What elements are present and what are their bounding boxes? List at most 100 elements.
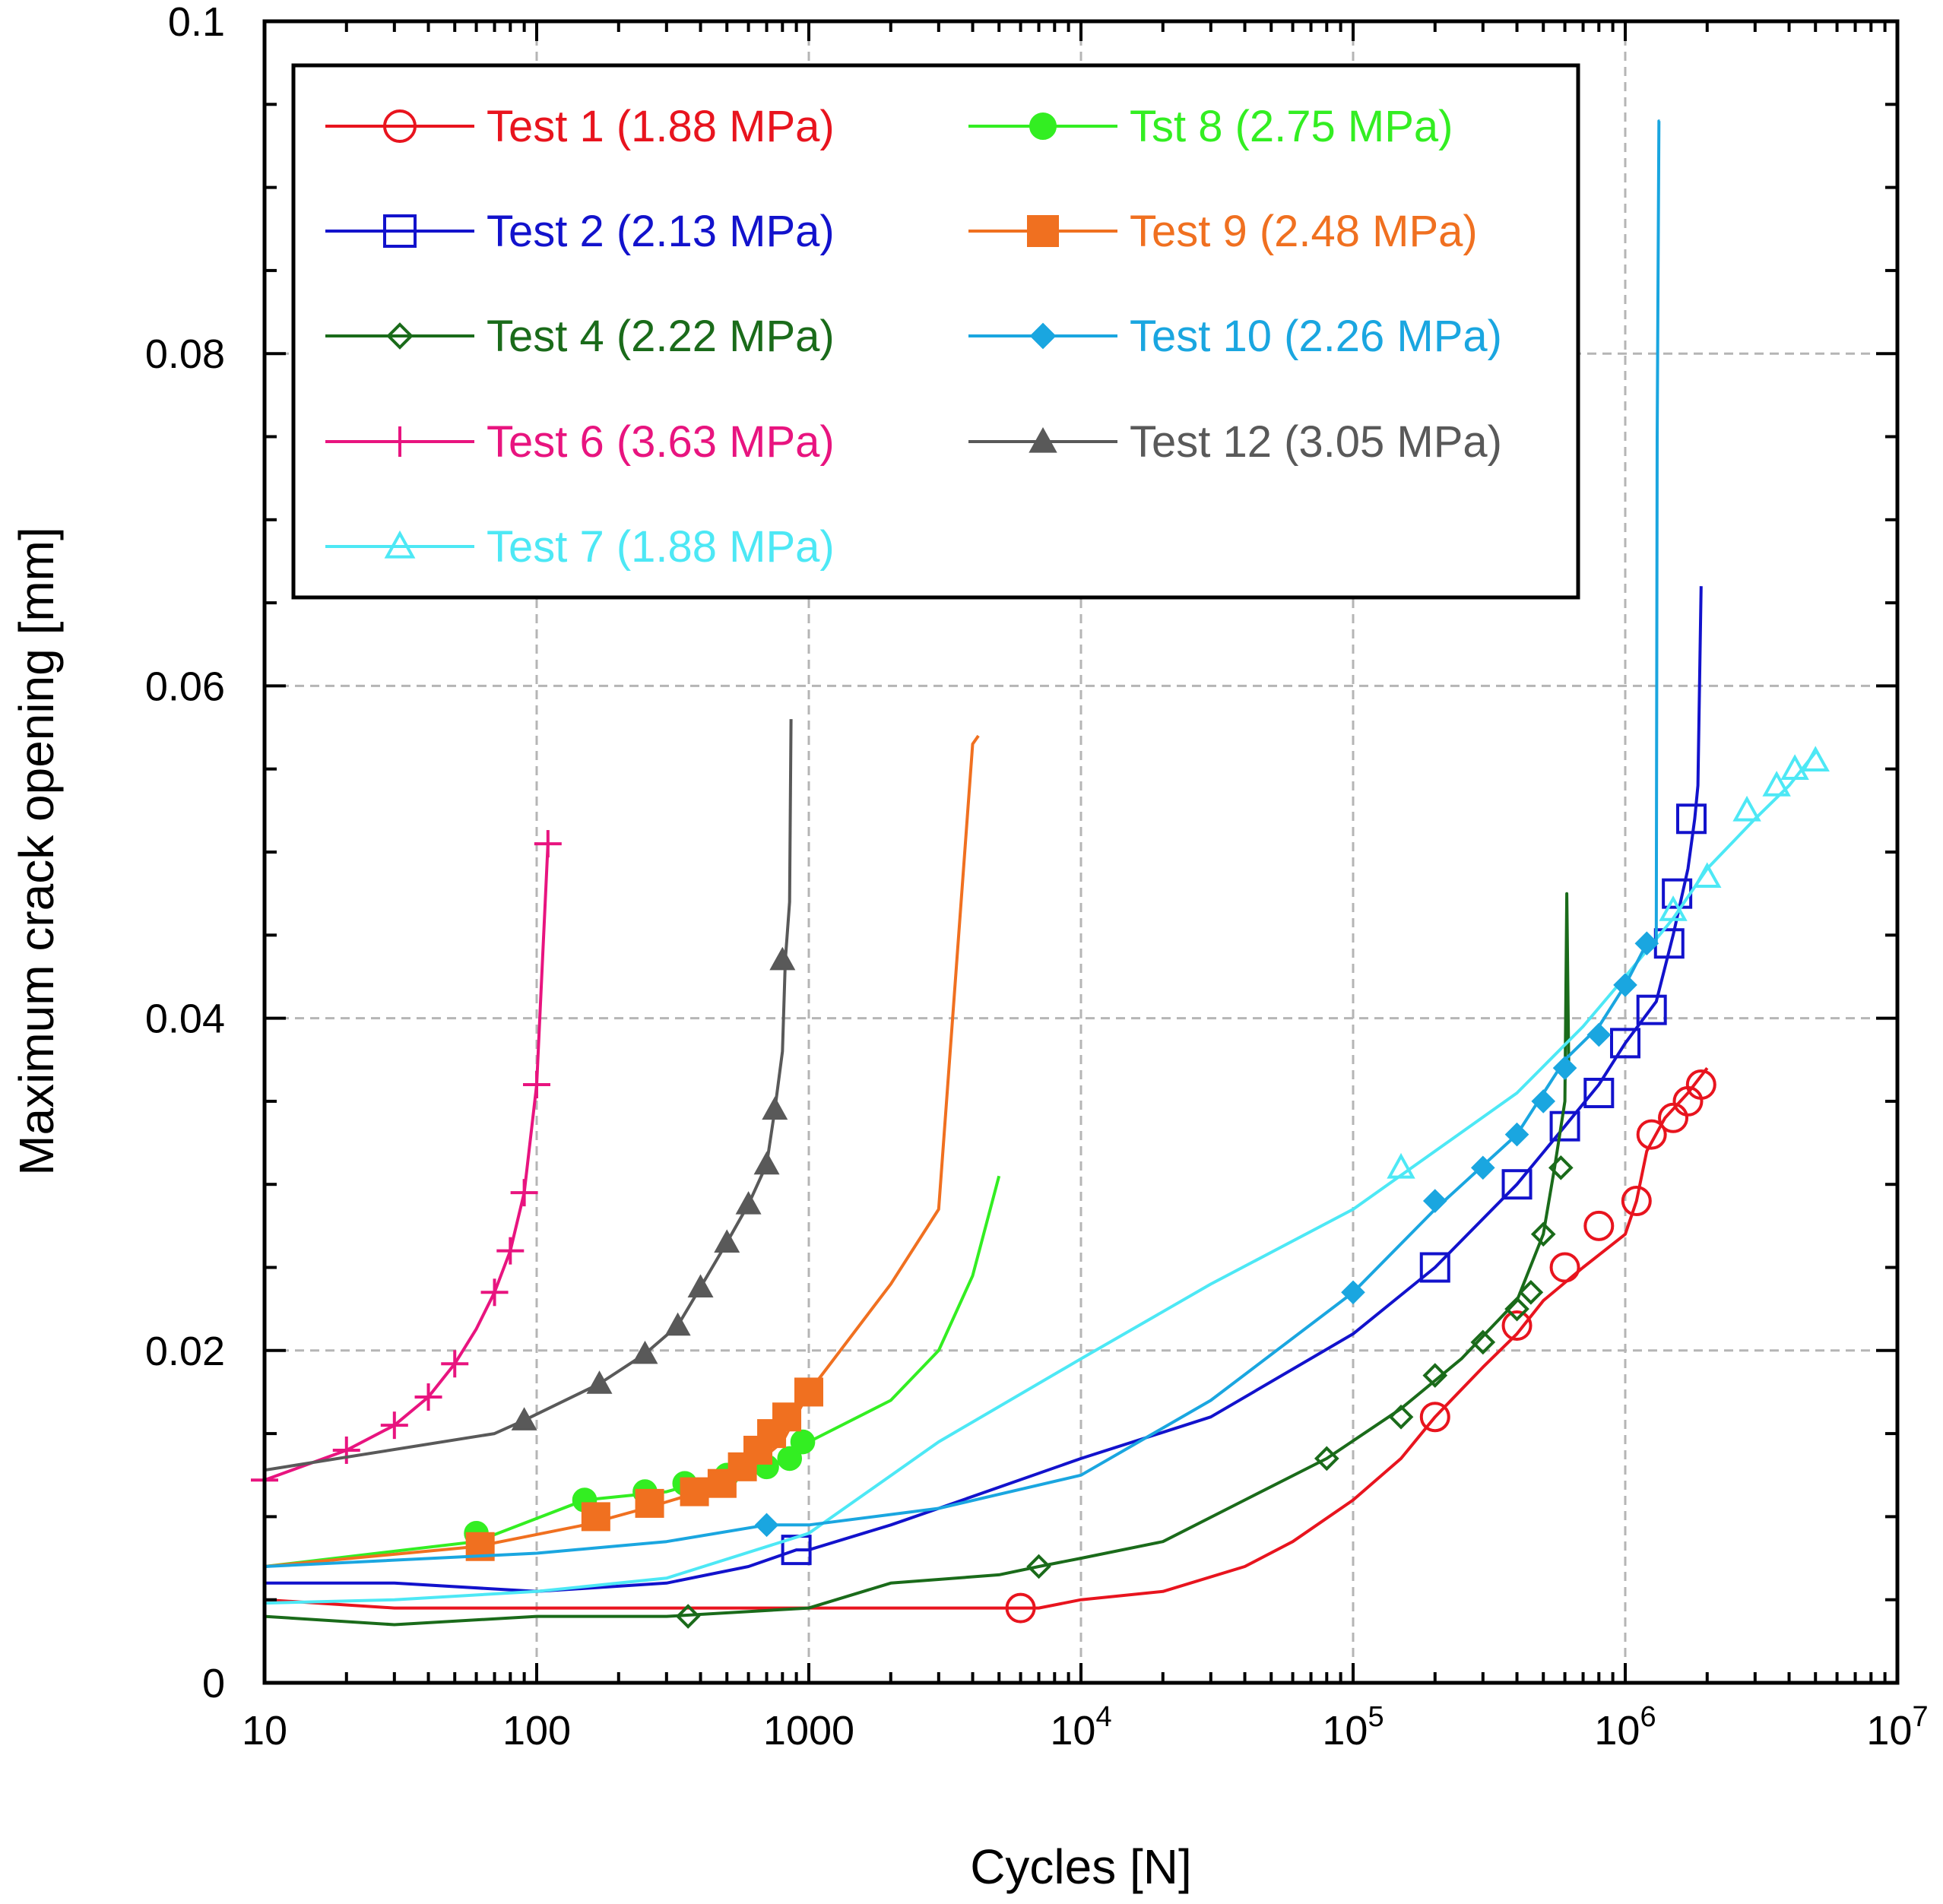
data-point (511, 1407, 537, 1430)
legend-entry: Test 12 (3.05 MPa) (968, 417, 1502, 467)
data-point (1636, 1119, 1667, 1150)
data-point (1552, 1056, 1577, 1080)
data-point (1026, 1554, 1051, 1579)
y-tick-label: 0.02 (145, 1329, 225, 1374)
y-tick-label: 0.08 (145, 331, 225, 377)
data-point (386, 322, 414, 350)
data-point (680, 1477, 709, 1506)
data-point (1685, 1069, 1716, 1101)
series-line (264, 751, 1817, 1605)
data-point (664, 1312, 691, 1336)
data-point (1387, 1152, 1415, 1179)
data-point (1530, 1221, 1556, 1247)
data-point (1780, 754, 1809, 780)
data-point (1676, 803, 1707, 835)
data-point (762, 1096, 788, 1120)
y-tick-label: 0.06 (145, 664, 225, 709)
series-line (264, 892, 1571, 1627)
data-point (1422, 1189, 1447, 1213)
series-layer (251, 119, 1830, 1629)
data-point (687, 1274, 714, 1297)
data-point (1501, 1169, 1533, 1200)
legend-label: Test 10 (2.26 MPa) (1130, 312, 1502, 361)
data-point (754, 1513, 779, 1538)
data-point (1762, 771, 1791, 797)
data-point (1029, 112, 1057, 140)
data-point (1029, 426, 1057, 453)
y-tick-label: 0.1 (168, 0, 225, 45)
legend-label: Test 1 (1.88 MPa) (487, 102, 835, 151)
data-point (1583, 1077, 1615, 1108)
x-tick-exponent: 6 (1640, 1701, 1656, 1733)
data-point (1419, 1402, 1450, 1433)
legend-entry: Test 4 (2.22 MPa) (325, 312, 835, 361)
data-point (1549, 1110, 1580, 1142)
data-point (790, 1429, 816, 1455)
x-tick-exponent: 4 (1095, 1701, 1111, 1733)
data-point (1732, 795, 1761, 822)
data-point (753, 1151, 780, 1175)
data-point (1583, 1210, 1615, 1241)
data-point (586, 1370, 613, 1394)
legend-label: Test 2 (2.13 MPa) (487, 207, 835, 256)
legend-label: Test 7 (1.88 MPa) (487, 522, 835, 572)
legend-entry: Test 7 (1.88 MPa) (325, 522, 835, 572)
series-9 (264, 719, 796, 1472)
legend: Test 1 (1.88 MPa) Test 2 (2.13 MPa) Test 4… (291, 63, 1580, 600)
data-point (675, 1604, 701, 1629)
data-point (735, 1191, 762, 1215)
data-point (1422, 1363, 1448, 1388)
data-point (1693, 862, 1722, 889)
data-point (581, 1502, 610, 1532)
legend-entry: Test 10 (2.26 MPa) (968, 312, 1502, 361)
data-point (383, 109, 417, 143)
data-point (794, 1377, 823, 1407)
y-axis-label: Maximum crack opening [mm] (9, 527, 64, 1176)
data-point (414, 1383, 442, 1411)
data-point (480, 1278, 509, 1307)
data-point (496, 1237, 525, 1265)
legend-label: Test 9 (2.48 MPa) (1130, 207, 1478, 256)
data-point (1586, 1022, 1612, 1047)
legend-entry: Test 9 (2.48 MPa) (968, 207, 1478, 256)
data-point (1341, 1280, 1365, 1305)
data-point (1549, 1252, 1580, 1283)
data-point (1548, 1155, 1574, 1180)
data-point (523, 1071, 550, 1099)
data-point (1621, 1186, 1652, 1217)
x-tick-label: 1000 (763, 1708, 854, 1754)
data-point (714, 1229, 740, 1253)
data-point (772, 1402, 802, 1432)
data-point (385, 426, 415, 457)
data-point (635, 1488, 664, 1518)
x-tick-label: 10 (242, 1708, 287, 1754)
data-point (632, 1340, 658, 1364)
y-tick-label: 0 (202, 1661, 225, 1706)
series-line (264, 719, 793, 1472)
data-point (1518, 1279, 1544, 1305)
legend-label: Test 12 (3.05 MPa) (1130, 417, 1502, 467)
legend-entry: Test 1 (1.88 MPa) (325, 102, 835, 151)
data-point (332, 1436, 360, 1464)
data-point (1504, 1296, 1529, 1322)
legend-box (291, 63, 1580, 600)
data-point (1659, 895, 1688, 921)
data-point (1634, 931, 1659, 956)
data-point (1027, 215, 1059, 247)
series-8 (264, 119, 1661, 1568)
legend-entry: Tst 8 (2.75 MPa) (968, 102, 1453, 151)
series-5 (264, 746, 1830, 1605)
data-point (777, 1446, 803, 1472)
series-4 (251, 830, 562, 1494)
data-point (380, 1411, 408, 1440)
data-point (510, 1179, 538, 1207)
data-point (1801, 746, 1830, 772)
data-point (1419, 1252, 1450, 1283)
legend-label: Tst 8 (2.75 MPa) (1130, 102, 1453, 151)
axis-tick-labels: 10 100 1000 104 105 106 10700.020.040.060.080.… (145, 0, 1929, 1754)
data-point (1613, 973, 1637, 997)
legend-entry: Test 6 (3.63 MPa) (325, 417, 835, 467)
data-point (1029, 322, 1057, 350)
x-tick-exponent: 5 (1368, 1701, 1384, 1733)
